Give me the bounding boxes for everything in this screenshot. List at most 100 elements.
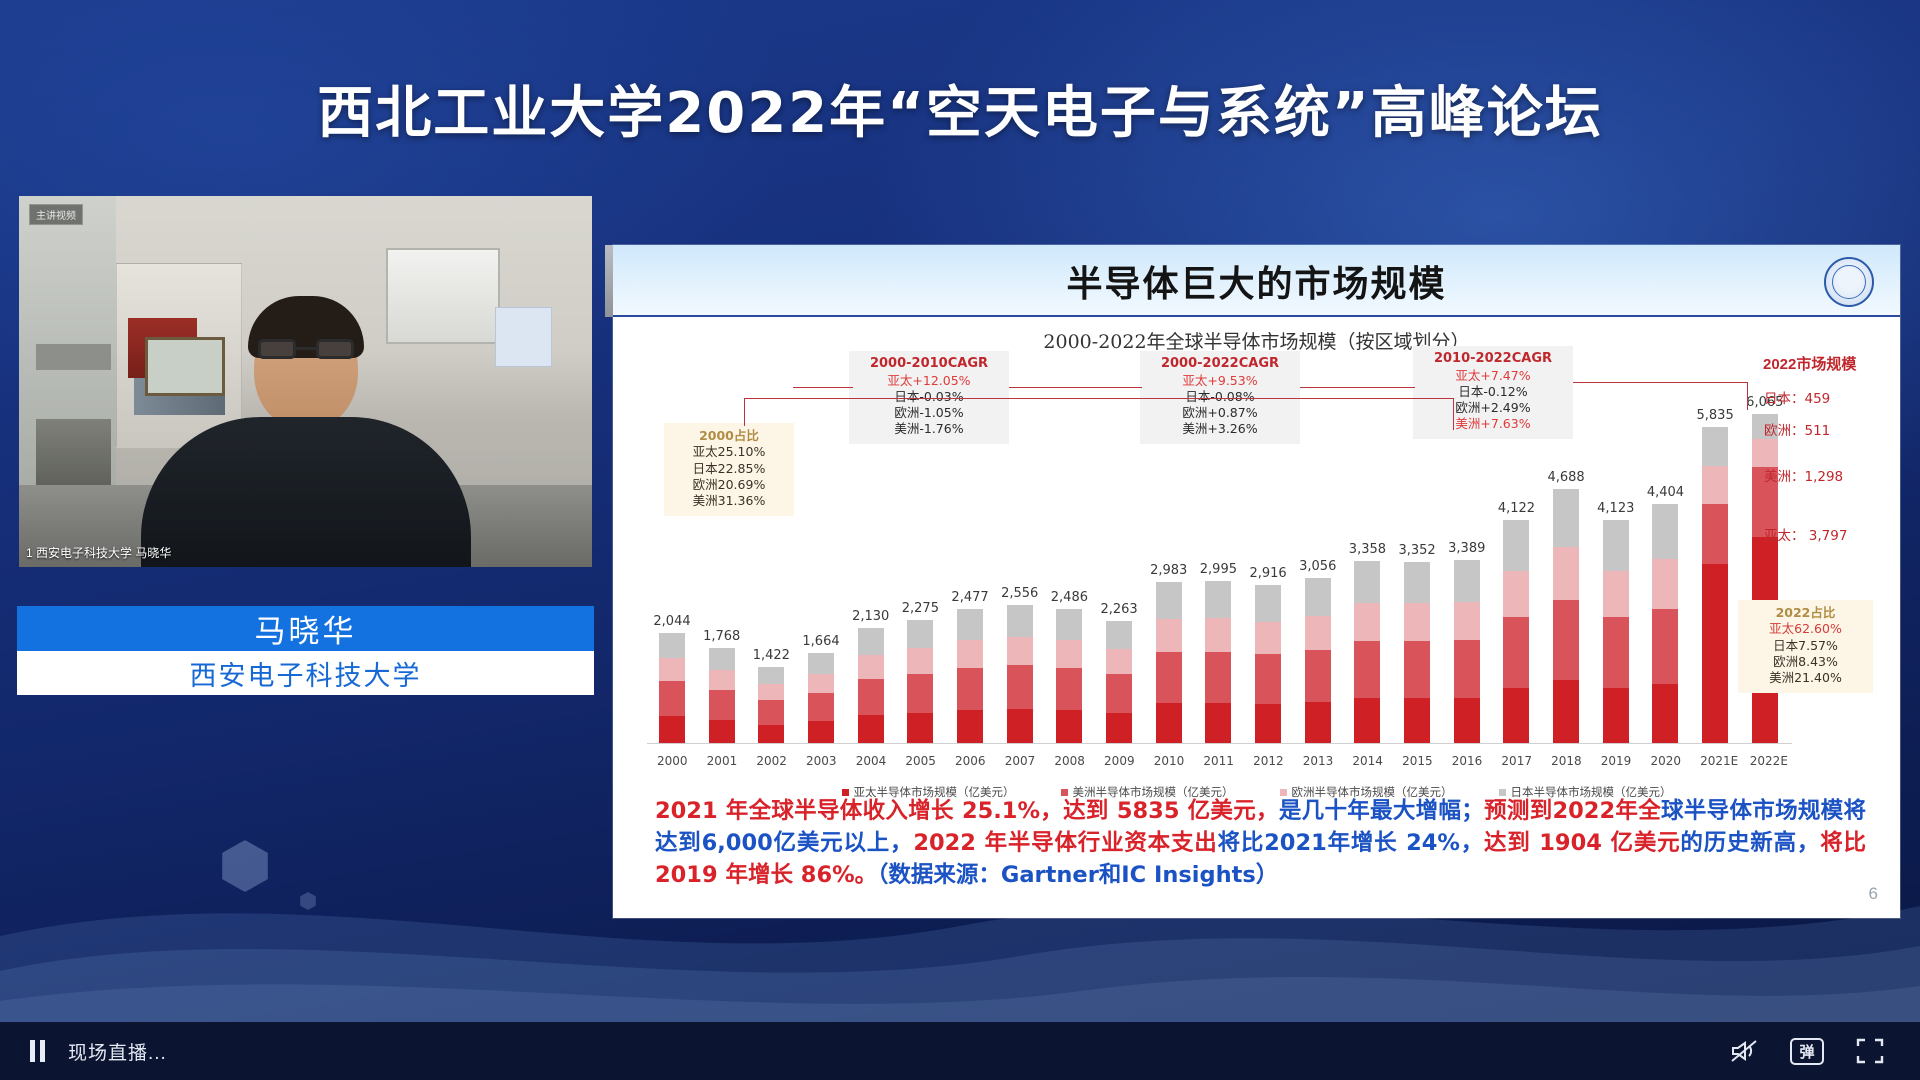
annotation-2022-americas: 美洲：1,298	[1764, 469, 1844, 485]
x-tick-label: 2022E	[1749, 754, 1788, 768]
bar-segment	[1155, 581, 1182, 619]
x-tick-label: 2021E	[1700, 754, 1739, 768]
chart-x-axis	[647, 743, 1792, 744]
bar-segment	[758, 684, 785, 701]
danmaku-icon[interactable]: 弹	[1790, 1037, 1824, 1065]
bar-segment	[1453, 601, 1480, 640]
statement-part-1: 2021 年全球半导体收入增长 25.1%，达到 5835 亿美元，	[655, 798, 1279, 825]
bar-segment	[1304, 702, 1331, 744]
connector-cagr2-right	[1300, 387, 1415, 388]
bar-segment	[659, 716, 685, 744]
bar-segment	[857, 654, 884, 679]
bar-stack	[1304, 577, 1331, 744]
bar-column: 2,477	[951, 357, 989, 744]
bar-value-label: 4,122	[1497, 500, 1536, 516]
bar-value-label: 6,065	[1746, 395, 1784, 410]
bar-segment	[1056, 710, 1083, 744]
bar-column: 3,352	[1398, 357, 1436, 744]
bar-value-label: 2,275	[901, 601, 939, 617]
bar-value-label: 5,835	[1696, 407, 1734, 423]
annotation-cagr-2010-2022: 2010-2022CAGR 亚太+7.47% 日本-0.12% 欧洲+2.49% 美洲+…	[1413, 346, 1573, 439]
bar-segment	[808, 653, 835, 675]
annotation-row: 美洲+7.63%	[1455, 415, 1531, 431]
chart-plot-area: 2,044 1,768 1,422 1,664 2,130 2,275 2,477 2,556…	[647, 357, 1890, 778]
legend-item: 亚太半导体市场规模（亿美元）	[841, 784, 1015, 800]
x-tick-label: 2002	[756, 754, 787, 768]
bar-stack	[1255, 585, 1282, 744]
bar-segment	[1106, 649, 1133, 675]
bar-segment	[957, 609, 984, 640]
bar-column: 1,422	[753, 357, 790, 744]
bar-stack	[1652, 504, 1679, 744]
annotation-header: 2000-2022CAGR	[1160, 356, 1280, 371]
bar-segment	[708, 669, 735, 690]
bar-segment	[1106, 674, 1133, 714]
event-title: 西北工业大学2022年“空天电子与系统”高峰论坛	[317, 81, 1603, 146]
bar-segment	[1006, 665, 1033, 710]
bar-value-label: 1,422	[752, 647, 790, 663]
bar-value-label: 2,556	[1001, 585, 1039, 601]
university-logo-icon	[1824, 257, 1874, 307]
bar-value-label: 2,477	[951, 590, 989, 606]
bar-column: 2,263	[1100, 357, 1138, 744]
bar-value-label: 4,404	[1646, 485, 1685, 501]
annotation-row: 美洲+3.26%	[1182, 420, 1258, 436]
statement-part-4: 球半导体市场规模将达到6,000亿美元以上，	[655, 798, 1866, 857]
bar-stack	[758, 666, 785, 744]
statement-part-5: 2022 年半导体行业资本支出	[913, 830, 1218, 857]
bar-stack	[957, 609, 984, 744]
bar-segment	[1652, 559, 1679, 609]
bar-segment	[1006, 604, 1033, 637]
glasses-icon	[257, 338, 354, 359]
bar-column: 3,056	[1299, 357, 1336, 744]
bar-segment	[857, 714, 884, 744]
annotation-row: 亚太+9.53%	[1182, 372, 1258, 388]
bar-segment	[1751, 414, 1778, 439]
speaker-video-pane[interactable]: 主讲视频 1 西安电子科技大学 马晓华	[19, 196, 592, 567]
video-monitor	[385, 247, 501, 345]
legend-swatch-icon	[1279, 789, 1287, 796]
mute-icon[interactable]	[1728, 1036, 1760, 1066]
bar-stack	[857, 628, 884, 744]
annotation-row: 欧洲20.69%	[692, 476, 766, 492]
bar-column: 4,688	[1547, 357, 1585, 744]
annotation-row: 美洲-1.76%	[894, 420, 964, 436]
presentation-slide[interactable]: 半导体巨大的市场规模 2000-2022年全球半导体市场规模（按区域划分） 2,…	[605, 245, 1900, 918]
connector-cagr3-right	[1573, 382, 1748, 383]
bar-segment	[1354, 640, 1381, 699]
bar-segment	[1304, 650, 1331, 703]
speaker-org: 西安电子科技大学	[189, 660, 422, 691]
bar-segment	[808, 721, 835, 744]
chart-x-tick-labels: 2000 2001 2002 2003 2004 2005 2006 2007 2008 2009…	[657, 754, 1788, 768]
bar-stack	[1354, 561, 1381, 744]
bar-column: 2,556	[1001, 357, 1038, 744]
bar-segment	[1255, 704, 1282, 744]
legend-swatch-icon	[1060, 789, 1068, 796]
bar-segment	[1652, 608, 1679, 684]
bar-segment	[659, 632, 685, 659]
annotation-row: 欧洲+2.49%	[1455, 399, 1531, 415]
bar-segment	[1453, 697, 1480, 744]
annotation-2022-europe: 欧洲：511	[1764, 423, 1831, 439]
bar-segment	[907, 620, 934, 649]
bar-stack	[1553, 488, 1580, 744]
bar-segment	[1354, 698, 1381, 744]
bar-value-label: 3,056	[1299, 558, 1337, 574]
bar-stack	[659, 632, 685, 744]
bar-segment	[957, 667, 984, 711]
fullscreen-icon[interactable]	[1854, 1036, 1886, 1066]
annotation-cagr-2000-2010: 2000-2010CAGR 亚太+12.05% 日本-0.03% 欧洲-1.05% 美洲…	[849, 351, 1009, 444]
bar-stack	[1751, 414, 1778, 744]
bar-value-label: 3,358	[1348, 542, 1387, 558]
bar-stack	[1602, 519, 1629, 744]
statement-part-8: 的历史新高，	[1680, 830, 1821, 857]
bar-column: 2,995	[1200, 357, 1237, 744]
bar-segment	[1404, 603, 1431, 641]
pause-icon[interactable]	[30, 1040, 48, 1062]
chart-subtitle: 2000-2022年全球半导体市场规模（按区域划分）	[1043, 331, 1470, 353]
bar-segment	[1155, 652, 1182, 704]
player-bottom-bar[interactable]: 现场直播... 弹	[0, 1022, 1920, 1080]
bar-column: 5,835	[1697, 357, 1734, 744]
annotation-row: 美洲21.40%	[1769, 670, 1842, 685]
chart-legend: 亚太半导体市场规模（亿美元） 美洲半导体市场规模（亿美元） 欧洲半导体市场规模（亿美…	[613, 784, 1900, 800]
